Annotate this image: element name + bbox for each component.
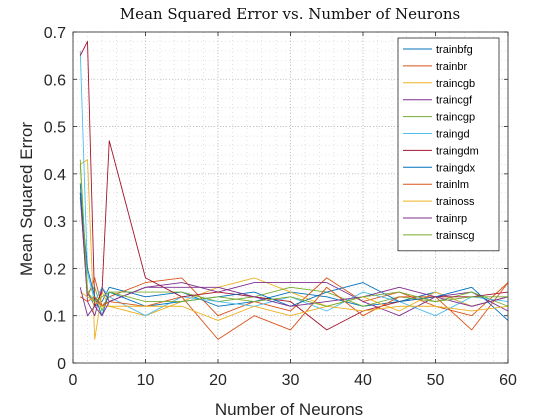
legend-label-trainbr: trainbr — [436, 61, 468, 73]
y-tick-label: 0 — [57, 356, 66, 373]
series-line-trainscg — [79, 159, 508, 307]
legend-label-trainscg: trainscg — [436, 230, 475, 242]
axes — [72, 31, 509, 364]
legend-label-trainbfg: trainbfg — [436, 44, 473, 56]
y-tick-label: 0.3 — [44, 214, 66, 231]
legend: trainbfg trainbr traincgb traincgf traincgp t… — [397, 37, 500, 252]
series-line-trainrp — [79, 286, 509, 317]
legend-label-traingd: traingd — [436, 129, 470, 141]
x-tick-label: 10 — [137, 372, 155, 389]
series-lines — [79, 41, 509, 340]
x-tick-label: 20 — [209, 372, 227, 389]
y-tick-label: 0.1 — [44, 309, 66, 326]
legend-box — [397, 37, 500, 252]
series-line-traincgb — [80, 159, 509, 340]
y-axis-label: Mean Squared Error — [17, 122, 36, 276]
y-tick-label: 0.5 — [44, 120, 66, 137]
legend-label-traingdm: traingdm — [436, 145, 479, 157]
legend-label-traingdx: traingdx — [436, 162, 476, 174]
series-line-traingd — [79, 50, 509, 317]
legend-label-trainoss: trainoss — [436, 196, 475, 208]
x-axis-label: Number of Neurons — [215, 400, 363, 419]
series-line-trainoss — [80, 291, 509, 321]
x-tick-label: 60 — [499, 372, 517, 389]
legend-label-trainrp: trainrp — [436, 213, 467, 225]
y-tick-label: 0.6 — [44, 72, 66, 89]
x-tick-label: 40 — [354, 372, 372, 389]
legend-label-traincgp: traincgp — [436, 112, 475, 124]
chart-title: Mean Squared Error vs. Number of Neurons — [120, 5, 460, 23]
y-tick-label: 0.4 — [44, 167, 66, 184]
y-tick-label: 0.2 — [44, 261, 66, 278]
x-tick-label: 50 — [427, 372, 445, 389]
series-line-traingdx — [79, 192, 509, 321]
legend-label-traincgb: traincgb — [436, 78, 475, 90]
legend-label-traincgf: traincgf — [436, 95, 473, 107]
legend-label-trainlm: trainlm — [436, 179, 469, 191]
x-tick-labels: 0 10 20 30 40 50 60 — [69, 372, 517, 389]
x-tick-label: 30 — [282, 372, 300, 389]
y-tick-label: 0.7 — [44, 25, 66, 42]
y-tick-labels: 0 0.1 0.2 0.3 0.4 0.5 0.6 0.7 — [44, 25, 66, 373]
x-tick-label: 0 — [69, 372, 78, 389]
